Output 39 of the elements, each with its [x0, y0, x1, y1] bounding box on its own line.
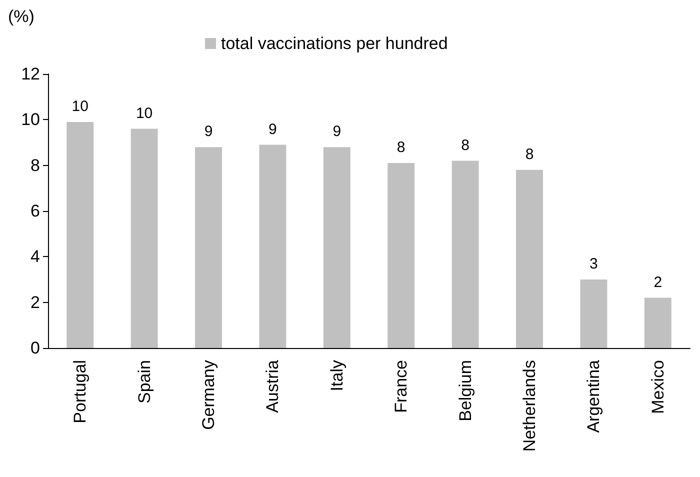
y-tick-label: 2	[30, 292, 40, 312]
x-tick-label: France	[392, 360, 411, 413]
data-label: 9	[204, 123, 213, 140]
y-tick-label: 8	[30, 156, 40, 175]
data-label: 3	[590, 256, 598, 272]
y-tick-label: 12	[21, 64, 40, 84]
bar	[580, 280, 608, 348]
data-label: 9	[268, 120, 277, 138]
bar	[644, 298, 672, 348]
y-tick-label: 6	[30, 202, 40, 220]
bar	[388, 163, 415, 348]
x-tick-label: Portugal	[70, 360, 90, 424]
bar	[323, 147, 350, 348]
data-label: 8	[396, 139, 406, 156]
data-label: 2	[654, 274, 662, 291]
x-tick-label: Argentina	[584, 359, 604, 433]
x-tick-label: Netherlands	[520, 360, 539, 452]
data-label: 10	[136, 104, 153, 122]
data-label: 10	[72, 98, 88, 115]
y-tick-label: 10	[21, 110, 40, 130]
y-tick-label: 0	[30, 338, 40, 358]
bar	[259, 144, 286, 348]
y-tick-label: 4	[30, 247, 40, 266]
x-tick-label: Austria	[263, 359, 282, 413]
x-tick-label: Mexico	[648, 360, 668, 414]
x-tick-label: Germany	[199, 360, 218, 430]
x-tick-label: Belgium	[456, 360, 475, 422]
bar	[66, 122, 94, 348]
data-label: 9	[332, 123, 342, 140]
x-tick-label: Spain	[134, 360, 154, 404]
bar	[516, 170, 543, 348]
data-label: 8	[461, 136, 470, 154]
y-axis-title: (%)	[8, 7, 34, 26]
bar	[195, 147, 222, 348]
x-tick-label: Italy	[327, 360, 346, 392]
bar	[130, 128, 158, 348]
data-label: 8	[525, 146, 534, 163]
legend-label: total vaccinations per hundred	[221, 34, 448, 53]
bar	[452, 160, 479, 348]
